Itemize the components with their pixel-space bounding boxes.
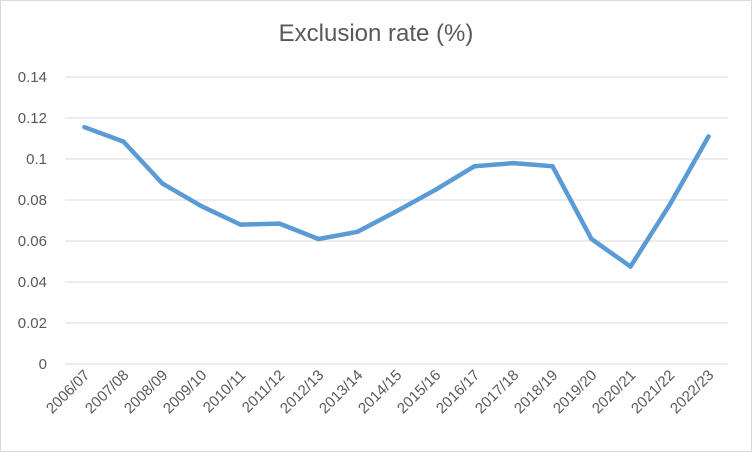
data-point (394, 209, 399, 214)
data-point (82, 125, 87, 130)
y-tick-label: 0 (39, 356, 47, 373)
data-point (706, 134, 711, 139)
data-point (355, 229, 360, 234)
data-point (121, 139, 126, 144)
y-tick-label: 0.12 (18, 110, 47, 127)
x-tick-label: 2022/23 (667, 367, 717, 417)
y-tick-label: 0.1 (26, 151, 47, 168)
data-point (316, 236, 321, 242)
y-tick-label: 0.14 (18, 69, 47, 86)
y-tick-label: 0.02 (18, 315, 47, 332)
data-point (277, 221, 282, 226)
data-point (589, 236, 594, 242)
data-point (667, 202, 672, 208)
data-point (199, 203, 204, 209)
y-tick-label: 0.06 (18, 233, 47, 250)
data-point (511, 160, 516, 166)
series-line (82, 124, 711, 269)
data-point (628, 264, 633, 269)
x-tick-label: 2010/11 (200, 367, 250, 417)
chart-title: Exclusion rate (%) (278, 20, 474, 47)
data-point (472, 163, 477, 169)
y-tick-label: 0.04 (18, 274, 47, 291)
data-point (433, 187, 438, 192)
data-point (550, 163, 555, 169)
data-point (238, 222, 243, 227)
data-point (160, 181, 165, 186)
x-tick-label: 2009/10 (160, 367, 210, 417)
y-tick-label: 0.08 (18, 192, 47, 209)
